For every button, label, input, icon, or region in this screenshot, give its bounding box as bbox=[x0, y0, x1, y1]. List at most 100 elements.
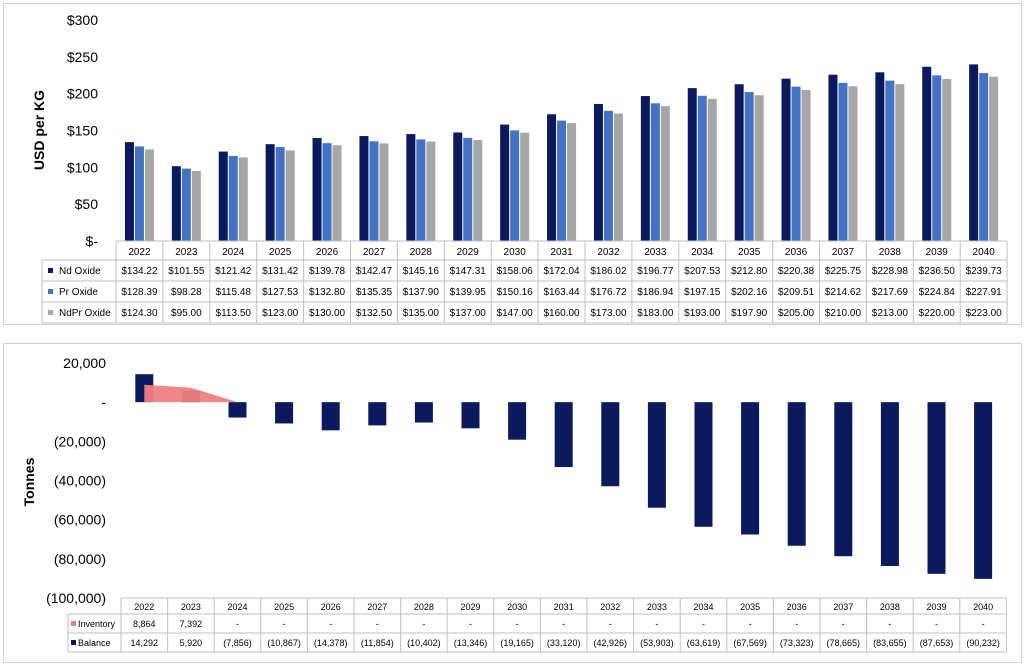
legend-swatch bbox=[71, 621, 76, 626]
y-tick-label: (60,000) bbox=[54, 512, 106, 528]
bar-nd-oxide bbox=[640, 96, 650, 241]
data-label: $95.00 bbox=[171, 308, 202, 319]
y-tick-label: $250 bbox=[67, 49, 98, 65]
data-label: (63,619) bbox=[687, 638, 721, 648]
data-label: $139.95 bbox=[450, 287, 487, 298]
data-label: $225.75 bbox=[825, 266, 862, 277]
bar-nd-oxide bbox=[453, 132, 463, 241]
bar-pr-oxide bbox=[275, 147, 285, 241]
price-chart-panel: USD per KG $- $50 $100 $150 $200 $250 $300 2022 2… bbox=[3, 3, 1022, 325]
data-label: $160.00 bbox=[543, 308, 580, 319]
data-label: $139.78 bbox=[309, 266, 346, 277]
bar-pr-oxide bbox=[885, 80, 895, 241]
y-tick-label: - bbox=[101, 394, 106, 410]
data-label: $217.69 bbox=[872, 287, 909, 298]
data-label: $220.38 bbox=[778, 266, 815, 277]
bar-pr-oxide bbox=[650, 103, 660, 241]
area-inventory bbox=[144, 384, 238, 403]
data-label: - bbox=[609, 619, 612, 629]
data-label: $223.00 bbox=[966, 308, 1003, 319]
bar-ndpr-oxide bbox=[238, 157, 248, 241]
data-label: - bbox=[842, 619, 845, 629]
data-label: $209.51 bbox=[778, 287, 815, 298]
bar-ndpr-oxide bbox=[144, 149, 154, 241]
x-tick-label: 2023 bbox=[181, 602, 201, 612]
bar-ndpr-oxide bbox=[754, 95, 764, 241]
bar-balance bbox=[508, 402, 527, 440]
x-tick-label: 2024 bbox=[222, 247, 245, 258]
bar-pr-oxide bbox=[744, 92, 754, 241]
bar-pr-oxide bbox=[181, 168, 191, 241]
x-tick-label: 2035 bbox=[740, 602, 760, 612]
bar-balance bbox=[461, 402, 480, 429]
data-label: $205.00 bbox=[778, 308, 815, 319]
bar-balance bbox=[974, 402, 993, 579]
data-label: $236.50 bbox=[919, 266, 956, 277]
data-label: (7,856) bbox=[223, 638, 252, 648]
data-label: $121.42 bbox=[215, 266, 252, 277]
data-label: - bbox=[516, 619, 519, 629]
bar-pr-oxide bbox=[228, 155, 238, 241]
x-tick-label: 2037 bbox=[833, 602, 853, 612]
data-label: 5,920 bbox=[180, 638, 203, 648]
y-tick-label: $150 bbox=[67, 123, 98, 139]
data-label: $193.00 bbox=[684, 308, 721, 319]
data-label: (53,903) bbox=[640, 638, 674, 648]
legend-entry: Pr Oxide bbox=[59, 287, 98, 298]
data-label: - bbox=[935, 619, 938, 629]
x-tick-label: 2038 bbox=[879, 247, 902, 258]
balance-chart: Tonnes (100,000) (80,000) (60,000) (40,000) (… bbox=[21, 355, 1007, 653]
data-label: $186.02 bbox=[590, 266, 627, 277]
data-label: $132.80 bbox=[309, 287, 346, 298]
legend-entry: Nd Oxide bbox=[59, 266, 101, 277]
data-label: $197.15 bbox=[684, 287, 721, 298]
data-label: $207.53 bbox=[684, 266, 721, 277]
bar-nd-oxide bbox=[312, 138, 322, 241]
x-tick-label: 2032 bbox=[597, 247, 620, 258]
x-tick-label: 2032 bbox=[600, 602, 620, 612]
bar-nd-oxide bbox=[124, 142, 134, 241]
data-label: - bbox=[283, 619, 286, 629]
data-label: $98.28 bbox=[171, 287, 202, 298]
bar-ndpr-oxide bbox=[942, 78, 952, 241]
bar-balance bbox=[321, 402, 340, 431]
legend-entry: Inventory bbox=[78, 619, 116, 629]
bar-pr-oxide bbox=[369, 141, 379, 241]
bar-nd-oxide bbox=[828, 74, 838, 241]
bar-nd-oxide bbox=[781, 78, 791, 241]
x-tick-label: 2026 bbox=[321, 602, 341, 612]
bar-nd-oxide bbox=[687, 88, 697, 241]
bar-balance bbox=[787, 402, 806, 546]
data-label: - bbox=[888, 619, 891, 629]
legend-swatch bbox=[71, 640, 76, 645]
bar-pr-oxide bbox=[510, 130, 520, 241]
x-tick-label: 2026 bbox=[316, 247, 339, 258]
data-label: (10,867) bbox=[267, 638, 301, 648]
x-tick-label: 2027 bbox=[367, 602, 387, 612]
x-tick-label: 2022 bbox=[134, 602, 154, 612]
x-tick-label: 2036 bbox=[785, 247, 808, 258]
bar-nd-oxide bbox=[547, 114, 557, 241]
data-label: $210.00 bbox=[825, 308, 862, 319]
data-label: $147.31 bbox=[450, 266, 487, 277]
y-tick-label: $200 bbox=[67, 86, 98, 102]
data-label: (83,655) bbox=[873, 638, 907, 648]
bar-pr-oxide bbox=[463, 137, 473, 241]
x-tick-label: 2039 bbox=[926, 602, 946, 612]
data-label: $123.00 bbox=[262, 308, 299, 319]
x-tick-label: 2036 bbox=[787, 602, 807, 612]
data-label: 8,864 bbox=[133, 619, 156, 629]
x-tick-label: 2039 bbox=[926, 247, 949, 258]
bar-balance bbox=[927, 402, 946, 574]
data-label: $101.55 bbox=[168, 266, 205, 277]
x-tick-label: 2024 bbox=[227, 602, 247, 612]
legend-entry: NdPr Oxide bbox=[59, 308, 111, 319]
bar-nd-oxide bbox=[500, 124, 510, 241]
data-label: - bbox=[702, 619, 705, 629]
bar-pr-oxide bbox=[322, 143, 332, 241]
data-label: $137.00 bbox=[450, 308, 487, 319]
x-tick-label: 2031 bbox=[554, 602, 574, 612]
bar-pr-oxide bbox=[416, 139, 426, 241]
x-tick-label: 2033 bbox=[647, 602, 667, 612]
bar-ndpr-oxide bbox=[848, 86, 858, 241]
